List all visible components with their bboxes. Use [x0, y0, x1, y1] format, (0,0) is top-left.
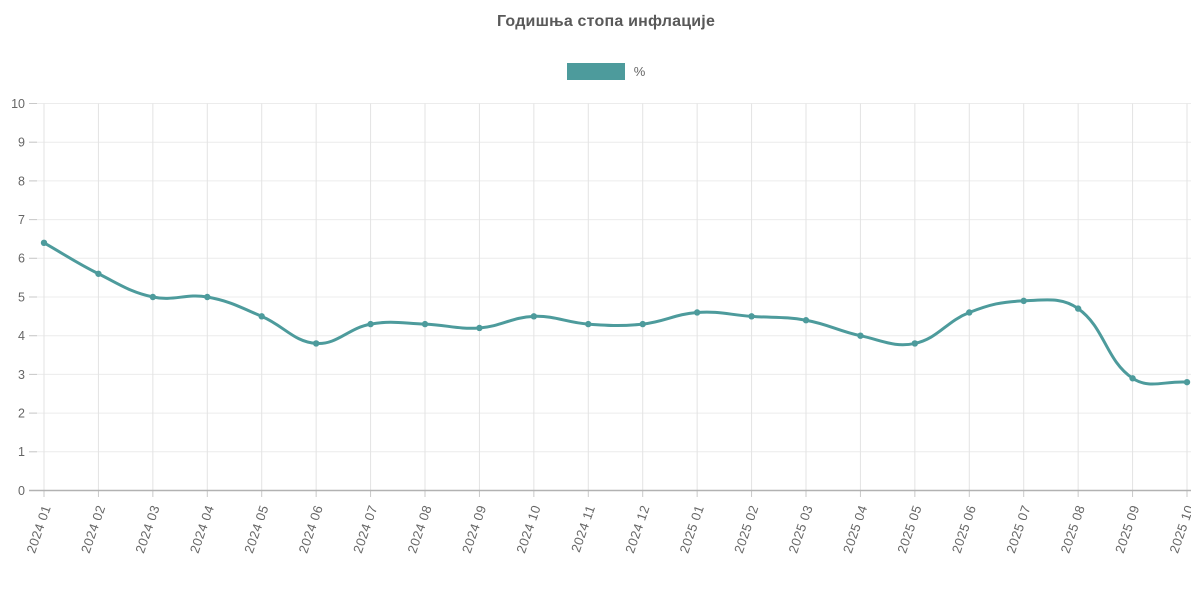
x-axis-label: 2024 08	[404, 503, 434, 555]
legend-swatch-icon	[566, 63, 625, 80]
x-axis-label: 2025 02	[731, 503, 761, 555]
data-point-marker	[312, 340, 320, 347]
x-axis-label: 2025 10	[1166, 503, 1191, 555]
x-axis-label: 2025 06	[949, 503, 979, 555]
x-axis-label: 2024 07	[350, 503, 380, 555]
legend-item-percent[interactable]: %	[566, 63, 646, 80]
y-axis-label: 1	[18, 445, 25, 459]
data-point-marker	[1020, 297, 1027, 305]
data-point-marker	[748, 313, 755, 320]
y-axis-label: 9	[18, 136, 25, 150]
x-axis-label: 2024 04	[187, 503, 217, 555]
y-axis-label: 2	[18, 407, 25, 421]
data-point-marker	[95, 270, 102, 277]
x-axis-label: 2024 10	[513, 503, 543, 555]
x-axis-label: 2025 05	[894, 503, 924, 555]
data-point-marker	[639, 320, 646, 328]
chart-title: Годишња стопа инфлације	[496, 13, 716, 30]
y-axis-label: 7	[18, 213, 25, 227]
x-axis-label: 2024 05	[241, 503, 271, 555]
x-axis-label: 2025 03	[785, 503, 815, 555]
data-point-marker	[149, 293, 157, 301]
data-point-marker	[367, 320, 374, 328]
data-point-marker	[911, 340, 919, 347]
data-point-marker	[966, 309, 973, 316]
y-axis-label: 3	[18, 368, 25, 382]
legend-label: %	[633, 64, 646, 79]
x-axis-label: 2025 08	[1058, 503, 1088, 555]
data-point-marker	[530, 313, 538, 320]
x-axis-label: 2024 11	[568, 503, 598, 554]
data-point-marker	[204, 293, 211, 301]
y-axis-label: 4	[18, 329, 25, 343]
data-point-marker	[476, 324, 483, 332]
x-axis-label: 2024 01	[23, 503, 53, 555]
data-point-marker	[585, 320, 592, 328]
data-point-marker	[40, 239, 48, 247]
y-axis-label: 10	[11, 97, 25, 111]
data-point-marker	[857, 332, 864, 339]
y-axis-label: 0	[18, 484, 25, 498]
y-axis-label: 5	[18, 290, 25, 304]
legend: %	[0, 63, 1191, 80]
data-point-marker	[1074, 305, 1082, 312]
data-point-marker	[802, 317, 810, 324]
x-axis-label: 2024 06	[296, 503, 326, 555]
x-axis-label: 2024 03	[132, 503, 162, 555]
x-axis-label: 2025 07	[1003, 503, 1033, 555]
data-point-marker	[1183, 378, 1191, 386]
x-axis-label: 2025 09	[1112, 503, 1142, 555]
x-axis-label: 2024 02	[78, 503, 108, 555]
data-point-marker	[1129, 375, 1136, 382]
y-axis-label: 8	[18, 174, 25, 188]
data-point-marker	[693, 309, 701, 316]
y-axis-label: 6	[18, 252, 25, 266]
x-axis-label: 2025 01	[677, 503, 707, 555]
x-axis-label: 2024 09	[459, 503, 489, 555]
inflation-line-series	[42, 241, 1189, 386]
data-point-marker	[258, 313, 265, 320]
x-axis-label: 2024 12	[622, 503, 652, 555]
data-point-marker	[421, 320, 429, 328]
x-axis-label: 2025 04	[840, 503, 870, 555]
